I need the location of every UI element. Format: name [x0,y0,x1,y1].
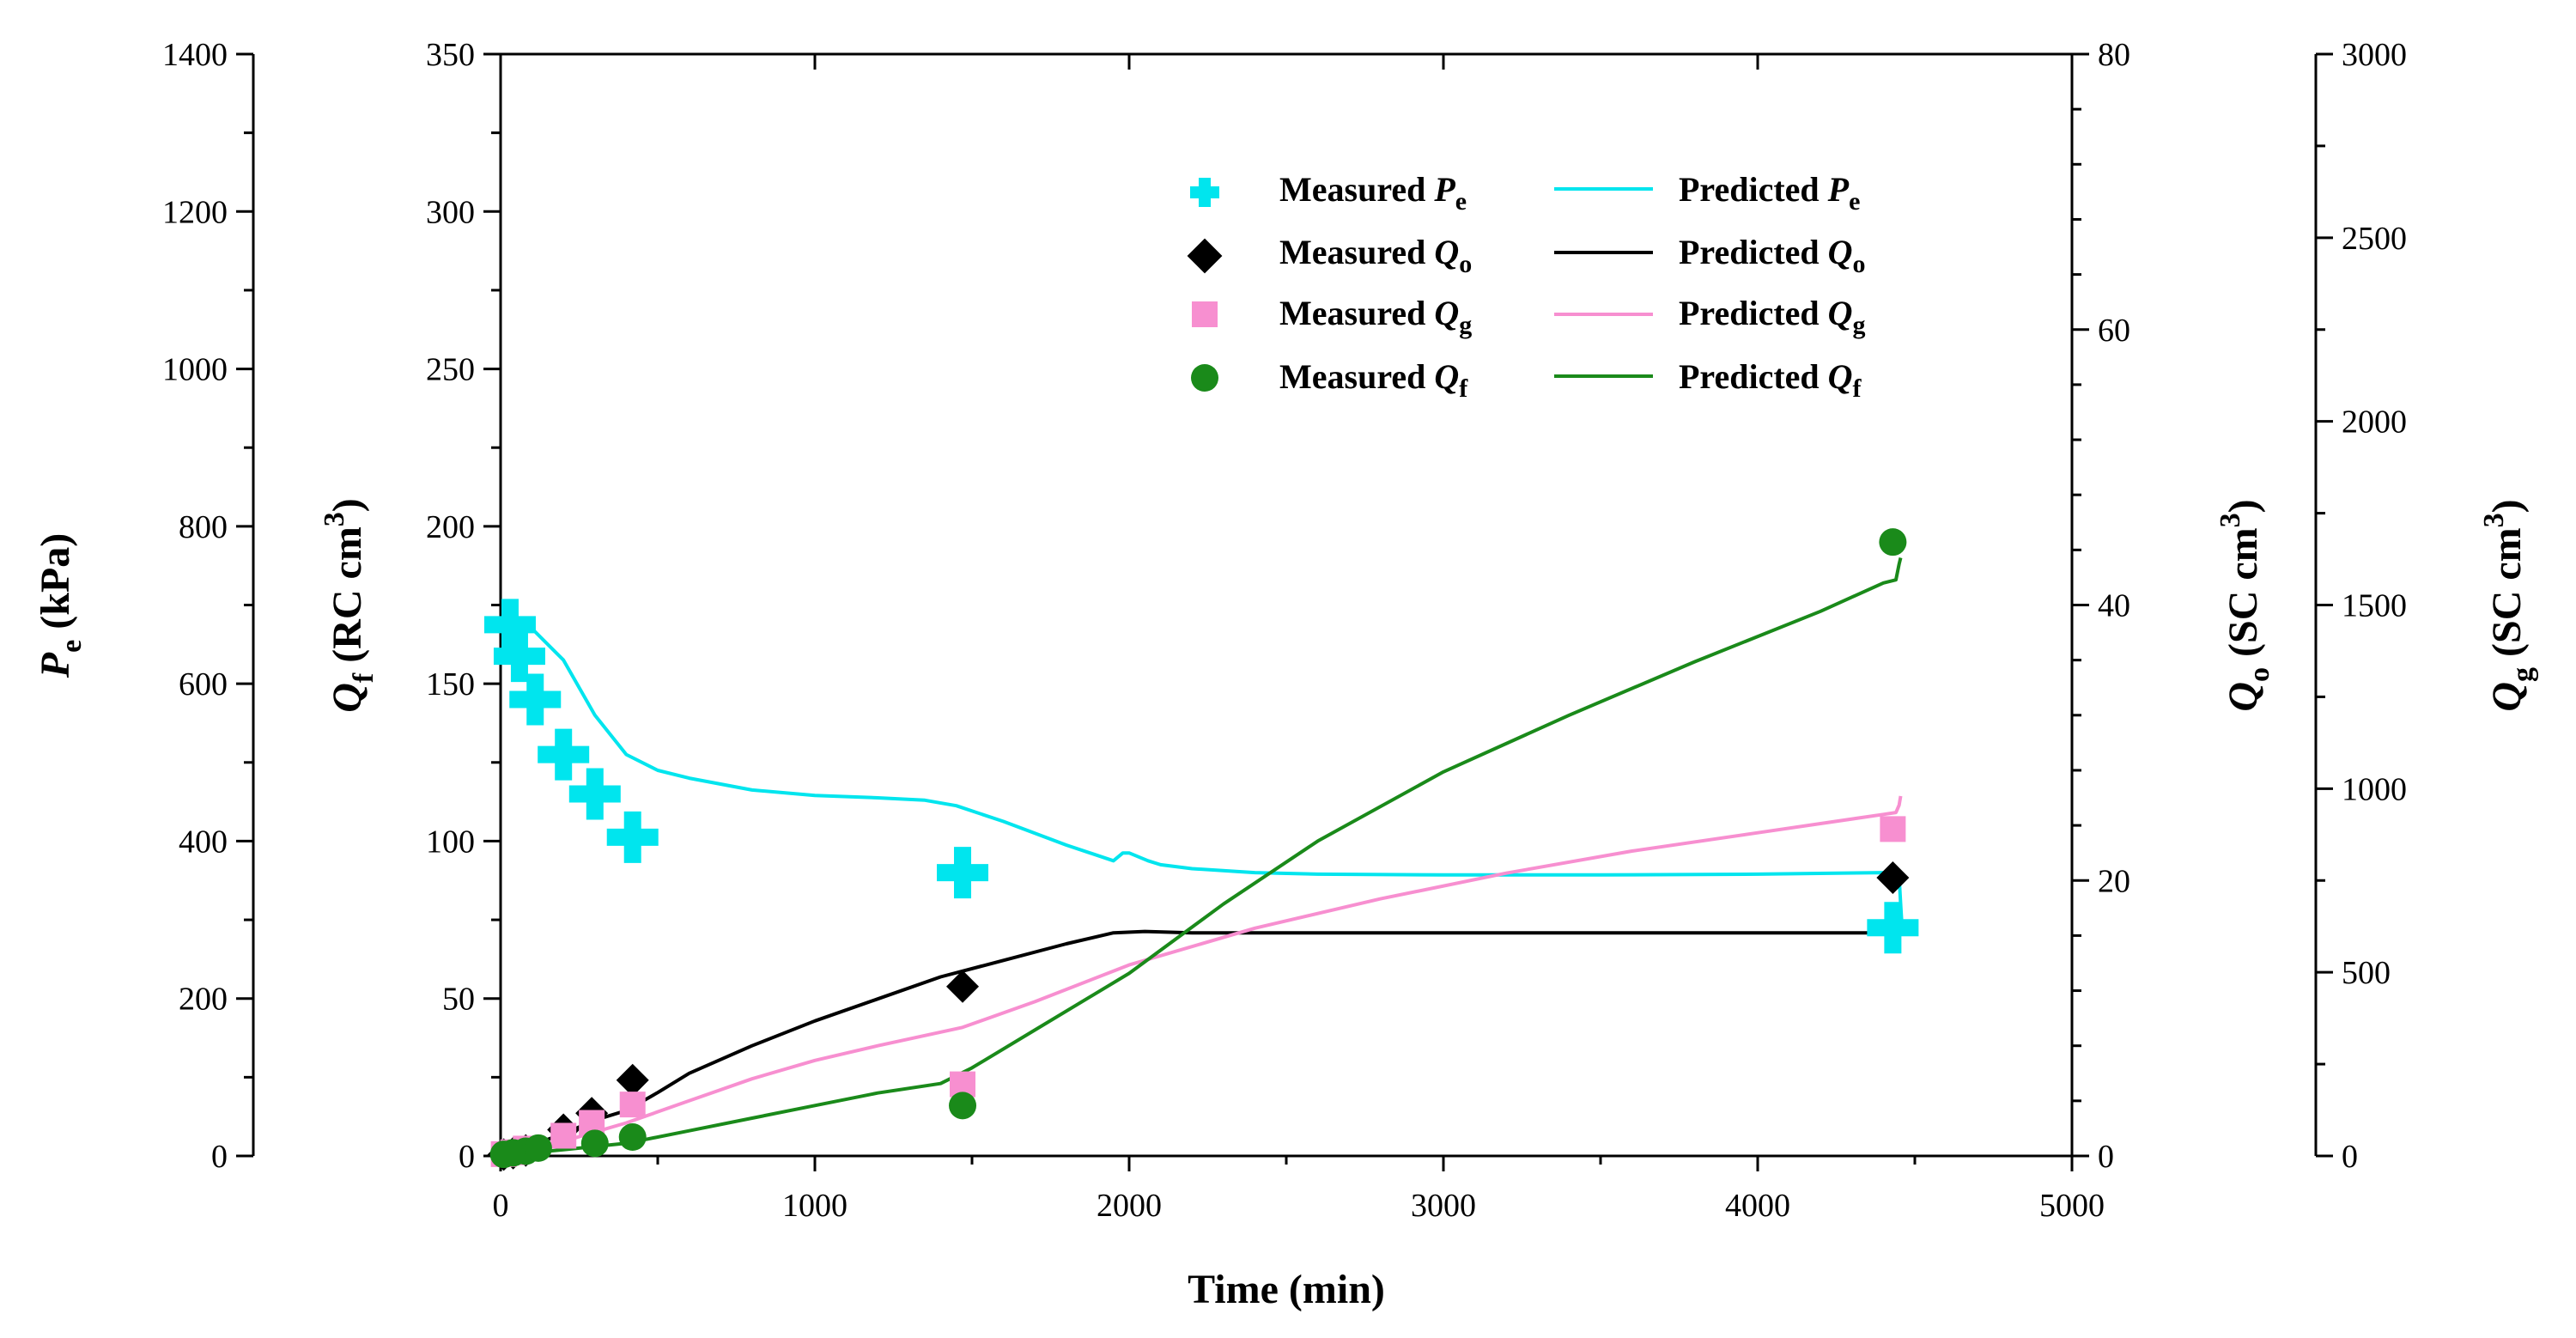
legend-measured-qg: Measured Qg [1279,294,1472,339]
legend-row-qg: Measured Qg Predicted Qg [1192,294,1866,339]
qg-measured-point [619,1092,646,1118]
x-tick-label: 0 [493,1188,509,1224]
qo-tick-label: 80 [2098,37,2130,73]
qf-measured-point [524,1134,552,1162]
qg-tick-label: 1500 [2342,588,2407,624]
qg-tick-label: 3000 [2342,37,2407,73]
x-tick-label: 3000 [1411,1188,1476,1224]
qf-measured-point [1879,528,1907,556]
qo-tick-label: 40 [2098,588,2130,624]
qg-measured-point [1880,816,1906,842]
pe-measured-point [937,847,989,899]
qf-measured-point [580,1129,609,1158]
qg-tick-label: 2000 [2342,404,2407,441]
qf-tick-label: 50 [442,982,475,1018]
pe-measured-point [538,728,590,781]
qf-tick-label: 150 [426,666,475,702]
legend-measured-qf: Measured Qf [1279,357,1468,403]
qo-tick-label: 0 [2098,1139,2114,1175]
qo-measured-point [616,1063,649,1097]
legend-measured-qo: Measured Qo [1279,233,1472,278]
pe-tick-label: 1400 [162,37,228,73]
qo-axis-title: Qo (SC cm3) [2215,499,2275,711]
legend-row-pe: Measured Pe Predicted Pe [1190,170,1860,216]
legend-predicted-qo: Predicted Qo [1679,233,1866,278]
qf-tick-label: 100 [426,824,475,860]
series-line-qo [500,929,1899,1158]
qo-measured-point [946,970,980,1003]
series-line-pe [501,618,1904,921]
x-axis-title: Time (min) [1188,1267,1385,1312]
qf-tick-label: 200 [426,509,475,545]
pe-tick-label: 1000 [162,352,228,388]
pe-measured-point [606,811,659,863]
pe-measured-point [568,768,621,820]
qf-tick-label: 350 [426,37,475,73]
pe-measured-point [1867,902,1919,954]
legend: Measured Pe Predicted Pe Measured Qo Pre… [1187,170,1866,403]
qo-measured-point [1876,861,1910,895]
x-tick-label: 5000 [2039,1188,2105,1224]
qg-measured-point [550,1122,577,1149]
pe-tick-label: 800 [179,509,228,545]
pe-tick-label: 200 [179,982,228,1018]
legend-predicted-pe: Predicted Pe [1679,170,1860,216]
series-line-qg [500,795,1903,1158]
x-tick-label: 4000 [1725,1188,1790,1224]
qo-tick-label: 20 [2098,863,2130,899]
ticks-layer: 0 1000 2000 3000 4000 50000200400600800100012… [162,37,2407,1224]
legend-row-qo: Measured Qo Predicted Qo [1187,233,1866,278]
pe-tick-label: 0 [211,1139,228,1175]
pe-measured-point [483,599,536,651]
pe-tick-label: 400 [179,824,228,860]
pe-tick-label: 1200 [162,194,228,230]
qf-measured-point [949,1092,977,1120]
qf-tick-label: 0 [459,1139,475,1175]
qg-tick-label: 500 [2342,955,2391,991]
legend-measured-pe: Measured Pe [1279,170,1467,216]
legend-marker-qf-circle [1191,364,1218,392]
qg-tick-label: 1000 [2342,771,2407,807]
pe-measured-point [509,673,562,726]
pe-tick-label: 600 [179,666,228,702]
qg-axis-title: Qg (SC cm3) [2478,499,2539,711]
qf-tick-label: 300 [426,194,475,230]
legend-predicted-qf: Predicted Qf [1679,357,1862,403]
qg-tick-label: 0 [2342,1139,2358,1175]
legend-row-qf: Measured Qf Predicted Qf [1191,357,1862,403]
qo-tick-label: 60 [2098,313,2130,349]
legend-marker-pe-cross [1190,178,1219,207]
legend-marker-qo-diamond [1187,238,1223,274]
pe-measured-point [493,630,545,683]
legend-marker-qg-square [1192,301,1218,327]
x-tick-label: 1000 [782,1188,848,1224]
qf-measured-point [618,1123,647,1152]
qf-tick-label: 250 [426,352,475,388]
legend-predicted-qg: Predicted Qg [1679,294,1866,339]
pe-axis-title: Pe (kPa) [33,533,88,678]
qf-axis-title: Qf (RC cm3) [319,498,380,713]
x-tick-label: 2000 [1097,1188,1162,1224]
qg-tick-label: 2500 [2342,221,2407,257]
series-line-qf [500,557,1903,1158]
series-layer [483,528,1919,1171]
